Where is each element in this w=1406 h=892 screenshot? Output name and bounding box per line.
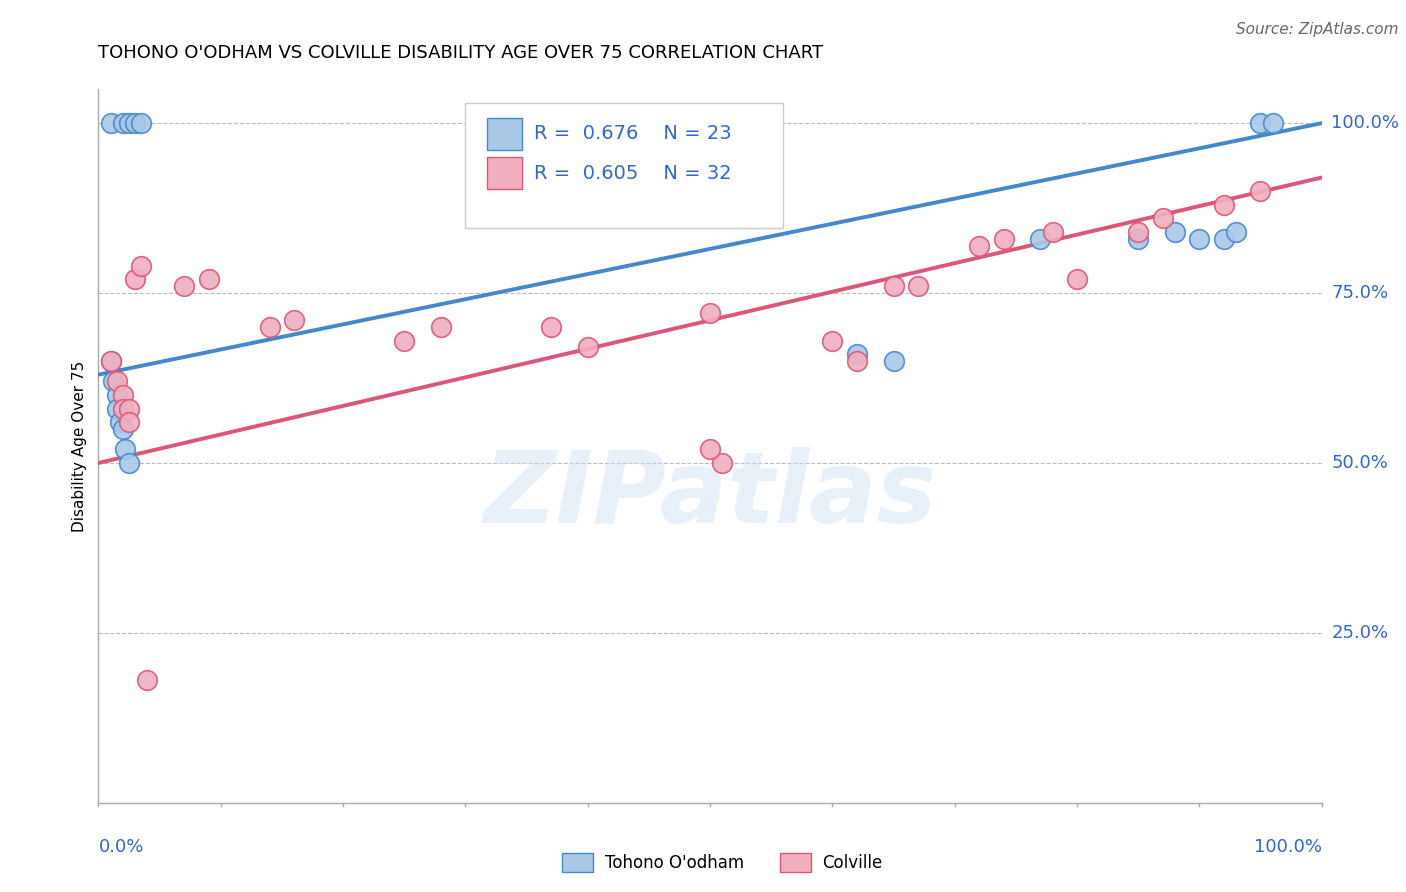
Point [907, 279, 929, 293]
Text: 100.0%: 100.0% [1254, 838, 1322, 856]
Point [105, 388, 128, 402]
Text: 25.0%: 25.0% [1331, 624, 1389, 642]
Point [576, 341, 599, 355]
Text: R =  0.676    N = 23: R = 0.676 N = 23 [534, 124, 731, 144]
Point [114, 442, 136, 457]
Text: 75.0%: 75.0% [1331, 284, 1389, 302]
Point [111, 116, 134, 130]
Point [173, 279, 195, 293]
Point [1066, 272, 1088, 286]
Point [1152, 211, 1174, 226]
Point [197, 272, 219, 286]
Point [118, 456, 141, 470]
Point [111, 422, 134, 436]
Point [845, 347, 868, 361]
Point [392, 334, 416, 348]
Text: Tohono O'odham: Tohono O'odham [605, 854, 744, 871]
Point [100, 354, 122, 368]
FancyBboxPatch shape [465, 103, 783, 228]
Point [111, 401, 134, 416]
Point [1249, 116, 1271, 130]
Point [1128, 232, 1150, 246]
Point [124, 272, 146, 286]
Point [101, 375, 124, 389]
Point [118, 116, 141, 130]
Point [1042, 225, 1064, 239]
Point [1212, 232, 1234, 246]
Text: TOHONO O'ODHAM VS COLVILLE DISABILITY AGE OVER 75 CORRELATION CHART: TOHONO O'ODHAM VS COLVILLE DISABILITY AG… [98, 45, 824, 62]
Point [699, 306, 721, 320]
Point [883, 279, 905, 293]
Point [110, 415, 132, 429]
Point [1249, 184, 1271, 198]
Text: 50.0%: 50.0% [1331, 454, 1388, 472]
Point [283, 313, 305, 327]
Text: Colville: Colville [823, 854, 883, 871]
Point [1128, 225, 1150, 239]
Point [1212, 198, 1234, 212]
Point [993, 232, 1015, 246]
Point [136, 673, 159, 688]
Point [111, 388, 134, 402]
Point [100, 354, 122, 368]
Point [1225, 225, 1247, 239]
FancyBboxPatch shape [488, 157, 522, 189]
Text: R =  0.605    N = 32: R = 0.605 N = 32 [534, 163, 731, 183]
Y-axis label: Disability Age Over 75: Disability Age Over 75 [72, 360, 87, 532]
Point [821, 334, 844, 348]
Point [845, 354, 868, 368]
Point [1261, 116, 1284, 130]
Point [105, 375, 128, 389]
Point [124, 116, 146, 130]
Point [967, 238, 990, 252]
Point [711, 456, 734, 470]
Point [430, 320, 453, 334]
Text: 0.0%: 0.0% [98, 838, 143, 856]
Text: Source: ZipAtlas.com: Source: ZipAtlas.com [1236, 22, 1399, 37]
Point [100, 116, 122, 130]
Point [1164, 225, 1187, 239]
Point [105, 401, 128, 416]
Point [883, 354, 905, 368]
Point [118, 415, 141, 429]
Point [129, 116, 152, 130]
Text: ZIPatlas: ZIPatlas [484, 448, 936, 544]
Point [259, 320, 281, 334]
Point [699, 442, 721, 457]
Point [1188, 232, 1211, 246]
Point [540, 320, 562, 334]
Text: 100.0%: 100.0% [1331, 114, 1399, 132]
Point [1029, 232, 1052, 246]
FancyBboxPatch shape [488, 118, 522, 150]
Point [129, 259, 152, 273]
Point [118, 401, 141, 416]
